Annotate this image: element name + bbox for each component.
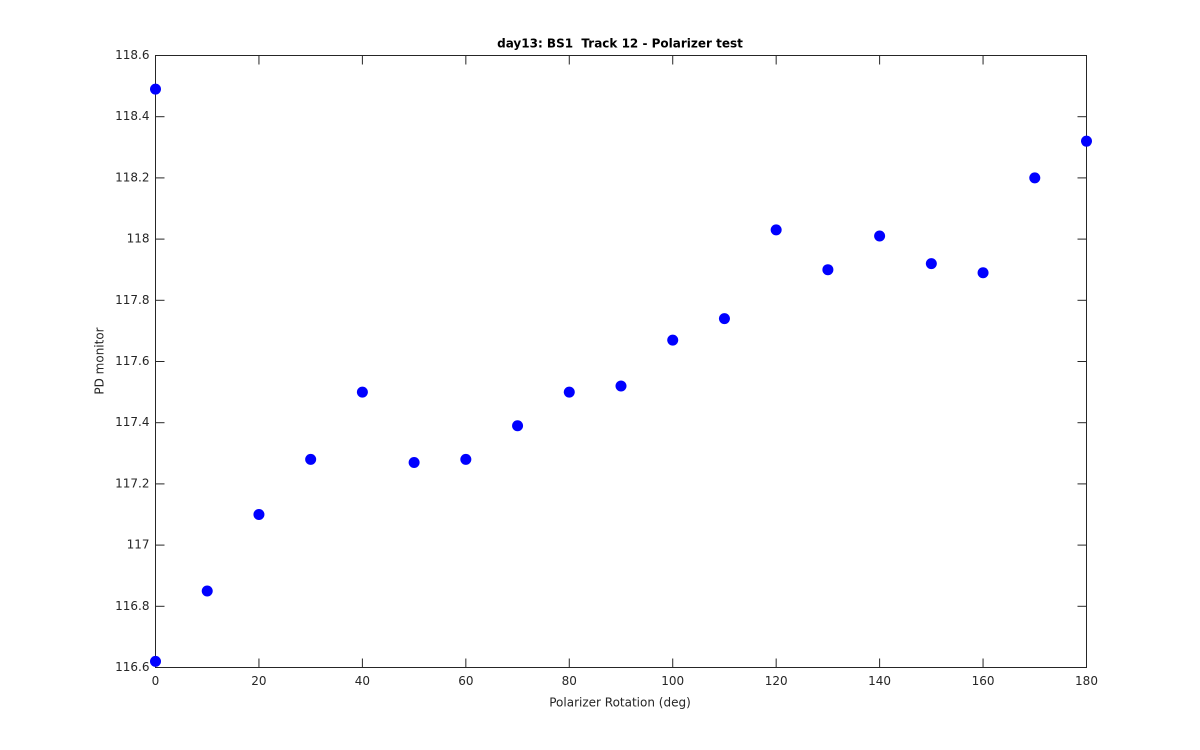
point bbox=[305, 453, 317, 465]
point bbox=[822, 264, 834, 276]
x-tick-label: 0 bbox=[152, 674, 160, 688]
y-tick-label: 117.8 bbox=[115, 293, 149, 307]
x-axis-label: Polarizer Rotation (deg) bbox=[549, 696, 691, 710]
x-tick-label: 100 bbox=[661, 674, 684, 688]
point bbox=[1029, 172, 1041, 184]
point bbox=[150, 83, 161, 95]
point bbox=[615, 380, 627, 392]
x-tick-label: 180 bbox=[1075, 674, 1098, 688]
point bbox=[667, 334, 679, 346]
point bbox=[563, 386, 575, 398]
point bbox=[718, 313, 730, 325]
y-tick-label: 117 bbox=[127, 538, 150, 552]
point bbox=[460, 453, 472, 465]
y-tick-label: 118 bbox=[127, 232, 150, 246]
point bbox=[356, 386, 368, 398]
plot-box bbox=[155, 55, 1087, 668]
point bbox=[150, 655, 161, 667]
y-tick-label: 116.8 bbox=[115, 599, 149, 613]
y-tick-label: 117.4 bbox=[115, 415, 149, 429]
x-tick-label: 80 bbox=[562, 674, 577, 688]
point bbox=[1081, 135, 1092, 147]
y-axis-label: PD monitor bbox=[93, 327, 107, 394]
point bbox=[874, 230, 886, 242]
x-tick-label: 60 bbox=[458, 674, 473, 688]
x-tick-label: 160 bbox=[972, 674, 995, 688]
x-tick-label: 120 bbox=[765, 674, 788, 688]
x-tick-label: 40 bbox=[355, 674, 370, 688]
point bbox=[253, 509, 265, 520]
y-tick-label: 116.6 bbox=[115, 660, 149, 674]
point bbox=[977, 267, 989, 279]
y-tick-label: 118.2 bbox=[115, 170, 149, 184]
point bbox=[201, 585, 213, 597]
y-tick-label: 117.2 bbox=[115, 476, 149, 490]
point bbox=[512, 420, 524, 432]
chart-title: day13: BS1 Track 12 - Polarizer test bbox=[497, 37, 743, 51]
y-tick-label: 118.6 bbox=[115, 48, 149, 62]
y-tick-label: 117.6 bbox=[115, 354, 149, 368]
point bbox=[408, 456, 420, 468]
point bbox=[925, 258, 937, 270]
x-tick-label: 140 bbox=[868, 674, 891, 688]
y-tick-label: 118.4 bbox=[115, 109, 149, 123]
point bbox=[770, 224, 782, 236]
x-tick-label: 20 bbox=[251, 674, 266, 688]
